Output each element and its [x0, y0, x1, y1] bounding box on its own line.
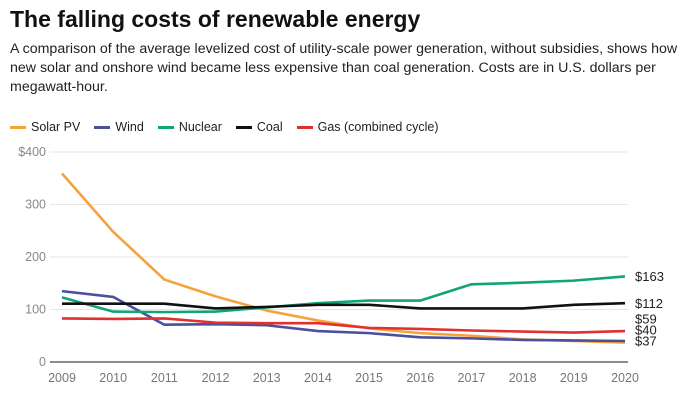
series-line-solar-pv — [61, 172, 626, 344]
legend-swatch — [10, 125, 26, 129]
y-tick-label: 200 — [25, 250, 46, 264]
legend-label: Coal — [256, 120, 283, 134]
legend-swatch — [157, 125, 174, 129]
chart-subtitle: A comparison of the average levelized co… — [10, 41, 678, 95]
legend-label: Gas (combined cycle) — [317, 120, 439, 134]
series-line-wind — [61, 289, 626, 343]
legend-swatch — [94, 125, 111, 129]
end-value-label: $112 — [635, 296, 663, 311]
series-line-coal — [62, 301, 626, 310]
legend-item: Wind — [94, 120, 144, 134]
end-value-label: $37 — [635, 333, 657, 348]
x-tick-label: 2020 — [611, 371, 639, 385]
x-tick-label: 2016 — [406, 371, 434, 385]
x-tick-label: 2011 — [151, 371, 178, 385]
legend-item: Nuclear — [157, 120, 222, 134]
legend-item: Gas (combined cycle) — [296, 120, 439, 134]
legend-label: Solar PV — [31, 120, 81, 134]
x-tick-label: 2019 — [560, 371, 588, 385]
y-tick-label: 300 — [25, 198, 46, 212]
legend: Solar PV Wind Nuclear Coal Gas (combined cyc… — [10, 120, 439, 134]
legend-label: Nuclear — [178, 120, 222, 134]
end-value-label: $59 — [635, 311, 657, 326]
x-tick-label: 2013 — [253, 371, 281, 385]
legend-swatch — [235, 125, 252, 129]
end-value-label: $40 — [635, 322, 657, 337]
y-tick-label: 100 — [25, 303, 46, 317]
x-tick-label: 2009 — [48, 371, 76, 385]
legend-item: Coal — [235, 120, 283, 134]
x-tick-label: 2017 — [458, 371, 486, 385]
series-line-nuclear — [61, 275, 626, 314]
legend-label: Wind — [115, 120, 144, 134]
x-tick-label: 2014 — [304, 371, 332, 385]
y-tick-label: 0 — [39, 355, 46, 369]
end-value-label: $163 — [635, 269, 664, 284]
x-tick-label: 2010 — [99, 371, 127, 385]
series-line-gas-combined-cycle- — [61, 317, 626, 334]
legend-swatch — [296, 125, 313, 129]
x-tick-label: 2018 — [509, 371, 537, 385]
x-tick-label: 2015 — [355, 371, 383, 385]
chart-title: The falling costs of renewable energy — [10, 6, 421, 32]
x-tick-label: 2012 — [202, 371, 230, 385]
y-tick-label: $400 — [18, 145, 46, 159]
legend-item: Solar PV — [10, 120, 80, 134]
